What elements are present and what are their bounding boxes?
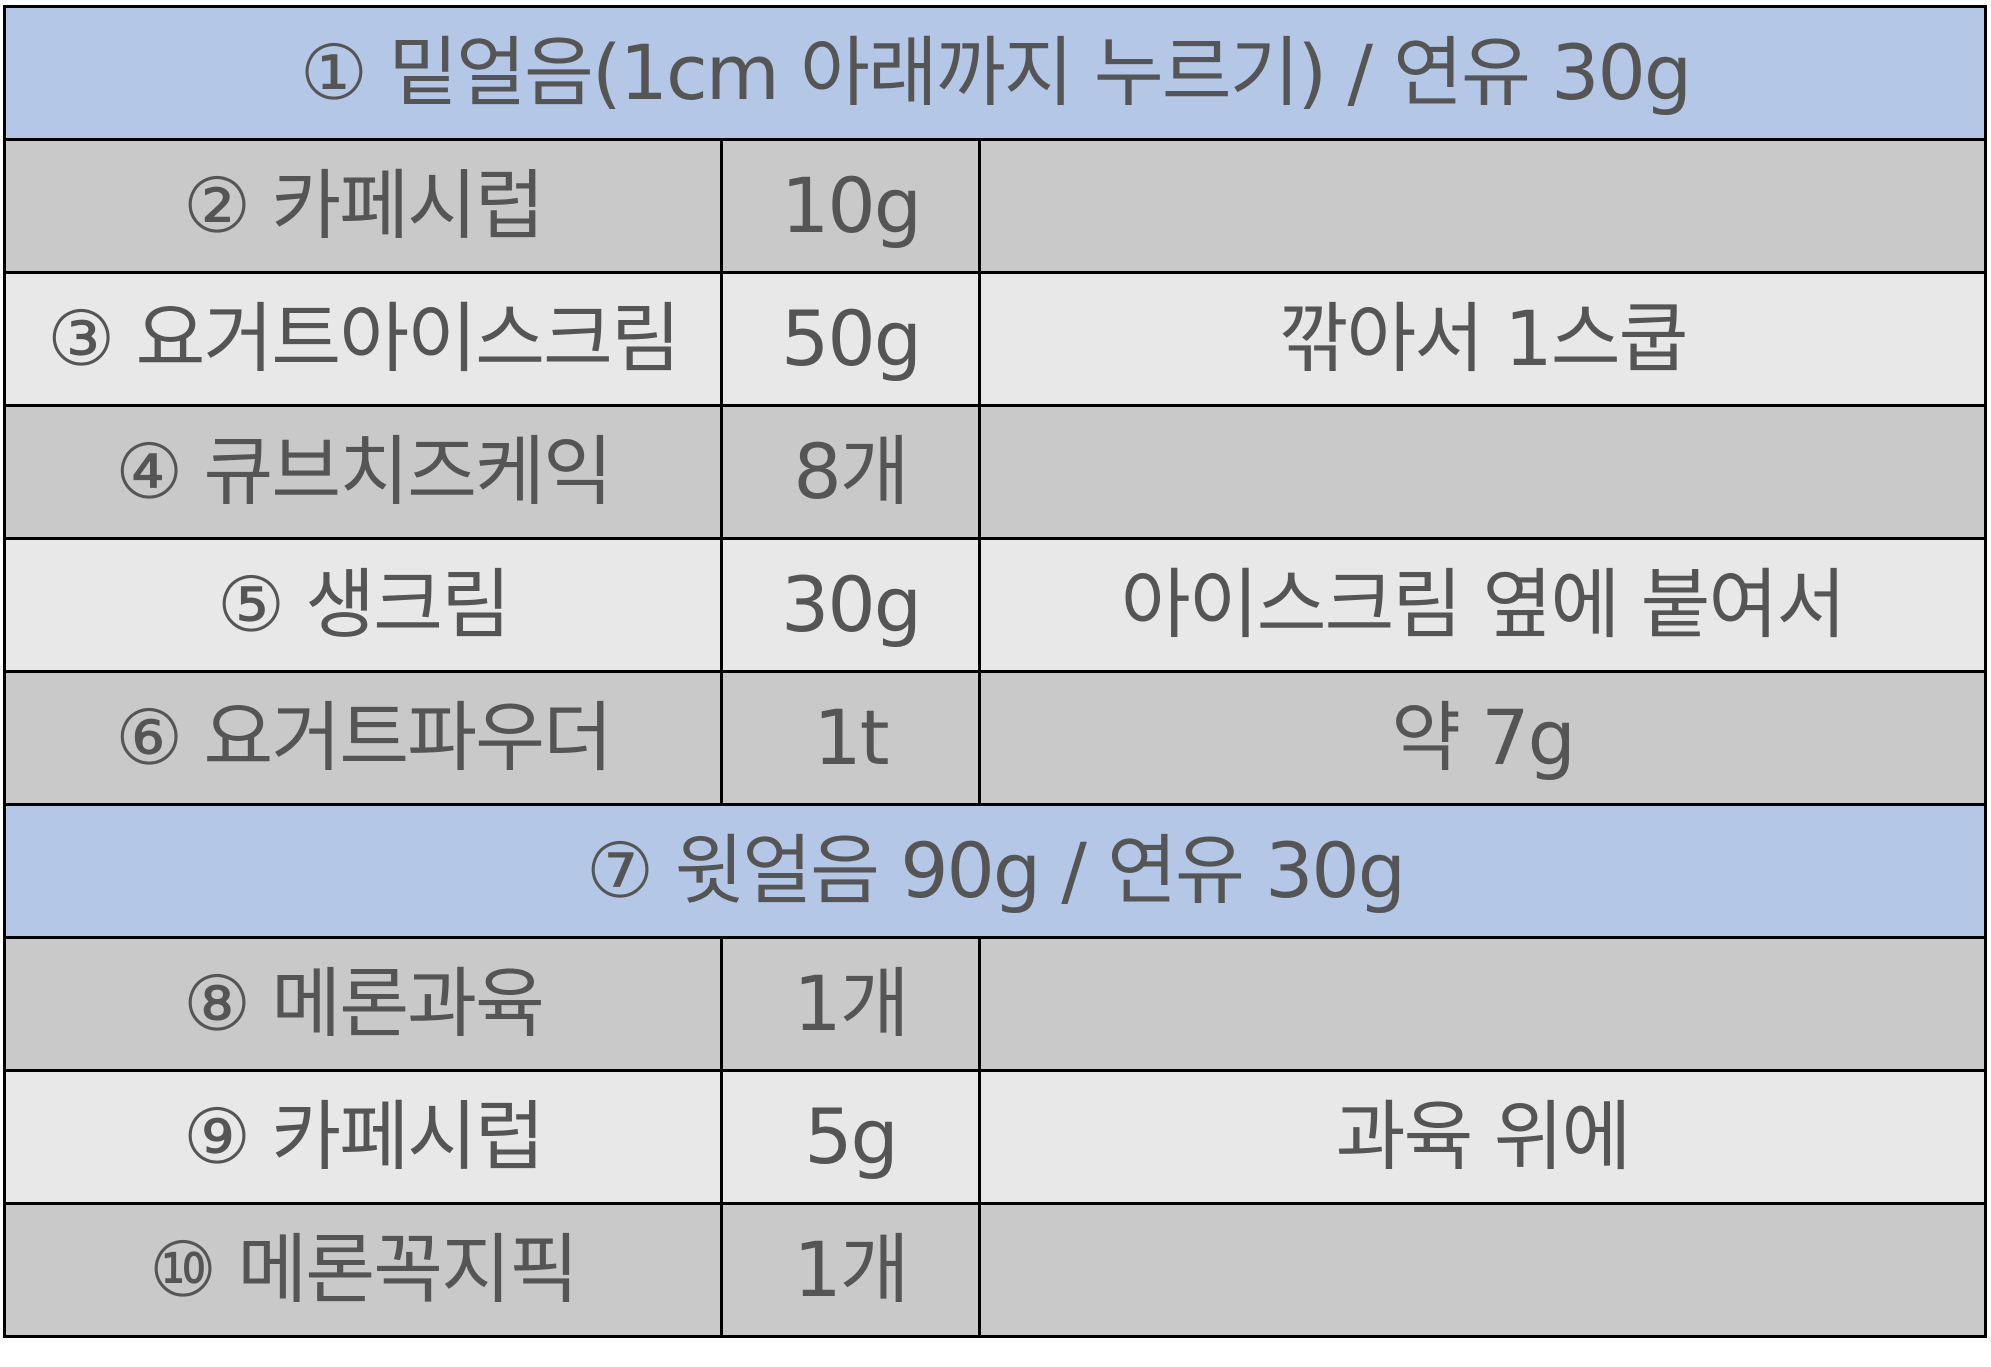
step-9-note-cell: 과육 위에	[978, 1069, 1987, 1205]
table-row-step-5: ⑤ 생크림 30g 아이스크림 옆에 붙여서	[3, 537, 1987, 673]
step-2-note-cell	[978, 138, 1987, 274]
step-5-note-cell: 아이스크림 옆에 붙여서	[978, 537, 1987, 673]
step-2-amount-cell: 10g	[720, 138, 981, 274]
step-4-note-cell	[978, 404, 1987, 540]
table-row-step-7: ⑦ 윗얼음 90g / 연유 30g	[3, 803, 1987, 939]
step-2-item-cell: ② 카페시럽	[3, 138, 723, 274]
step-6-item-cell: ⑥ 요거트파우더	[3, 670, 723, 806]
step-1-header-cell: ① 밑얼음(1cm 아래까지 누르기) / 연유 30g	[3, 5, 1987, 141]
step-8-item-cell: ⑧ 메론과육	[3, 936, 723, 1072]
step-6-note-cell: 약 7g	[978, 670, 1987, 806]
step-9-amount-cell: 5g	[720, 1069, 981, 1205]
step-3-item-cell: ③ 요거트아이스크림	[3, 271, 723, 407]
step-9-item-cell: ⑨ 카페시럽	[3, 1069, 723, 1205]
step-6-amount-cell: 1t	[720, 670, 981, 806]
table-row-step-10: ⑩ 메론꼭지픽 1개	[3, 1202, 1987, 1338]
step-5-item-cell: ⑤ 생크림	[3, 537, 723, 673]
step-8-amount-cell: 1개	[720, 936, 981, 1072]
step-10-item-cell: ⑩ 메론꼭지픽	[3, 1202, 723, 1338]
table-row-step-3: ③ 요거트아이스크림 50g 깎아서 1스쿱	[3, 271, 1987, 407]
table-row-step-1: ① 밑얼음(1cm 아래까지 누르기) / 연유 30g	[3, 5, 1987, 141]
table-row-step-9: ⑨ 카페시럽 5g 과육 위에	[3, 1069, 1987, 1205]
recipe-table: ① 밑얼음(1cm 아래까지 누르기) / 연유 30g ② 카페시럽 10g …	[3, 5, 1987, 1338]
table-row-step-4: ④ 큐브치즈케익 8개	[3, 404, 1987, 540]
step-10-note-cell	[978, 1202, 1987, 1338]
step-4-item-cell: ④ 큐브치즈케익	[3, 404, 723, 540]
step-3-amount-cell: 50g	[720, 271, 981, 407]
step-3-note-cell: 깎아서 1스쿱	[978, 271, 1987, 407]
step-7-header-cell: ⑦ 윗얼음 90g / 연유 30g	[3, 803, 1987, 939]
step-5-amount-cell: 30g	[720, 537, 981, 673]
step-10-amount-cell: 1개	[720, 1202, 981, 1338]
table-row-step-8: ⑧ 메론과육 1개	[3, 936, 1987, 1072]
step-8-note-cell	[978, 936, 1987, 1072]
table-row-step-2: ② 카페시럽 10g	[3, 138, 1987, 274]
step-4-amount-cell: 8개	[720, 404, 981, 540]
table-row-step-6: ⑥ 요거트파우더 1t 약 7g	[3, 670, 1987, 806]
